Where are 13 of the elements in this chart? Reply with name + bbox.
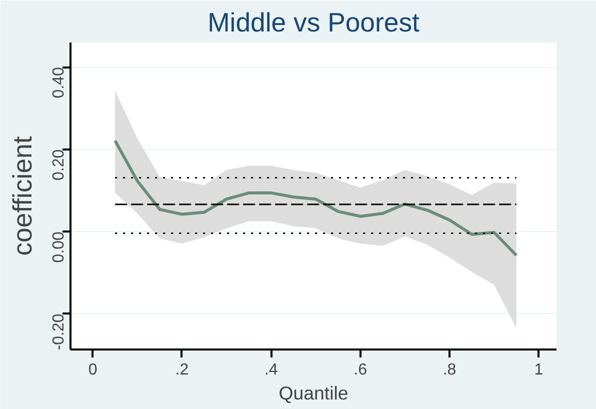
y-tick-label: -0.20 <box>50 314 68 350</box>
x-tick-label: 1 <box>534 362 544 378</box>
x-axis-title: Quantile <box>278 382 348 404</box>
y-axis-title: coefficient <box>8 136 38 256</box>
chart-title: Middle vs Poorest <box>208 8 420 38</box>
x-tick-label: .8 <box>442 362 456 378</box>
x-tick-label: 0 <box>88 362 98 378</box>
y-tick-label: 0.40 <box>50 67 68 98</box>
x-tick-label: .6 <box>354 362 368 378</box>
y-tick-label: 0.00 <box>50 231 68 263</box>
x-tick-label: .4 <box>264 362 278 378</box>
y-tick-label: 0.20 <box>50 149 68 180</box>
x-tick-label: .2 <box>175 362 189 378</box>
